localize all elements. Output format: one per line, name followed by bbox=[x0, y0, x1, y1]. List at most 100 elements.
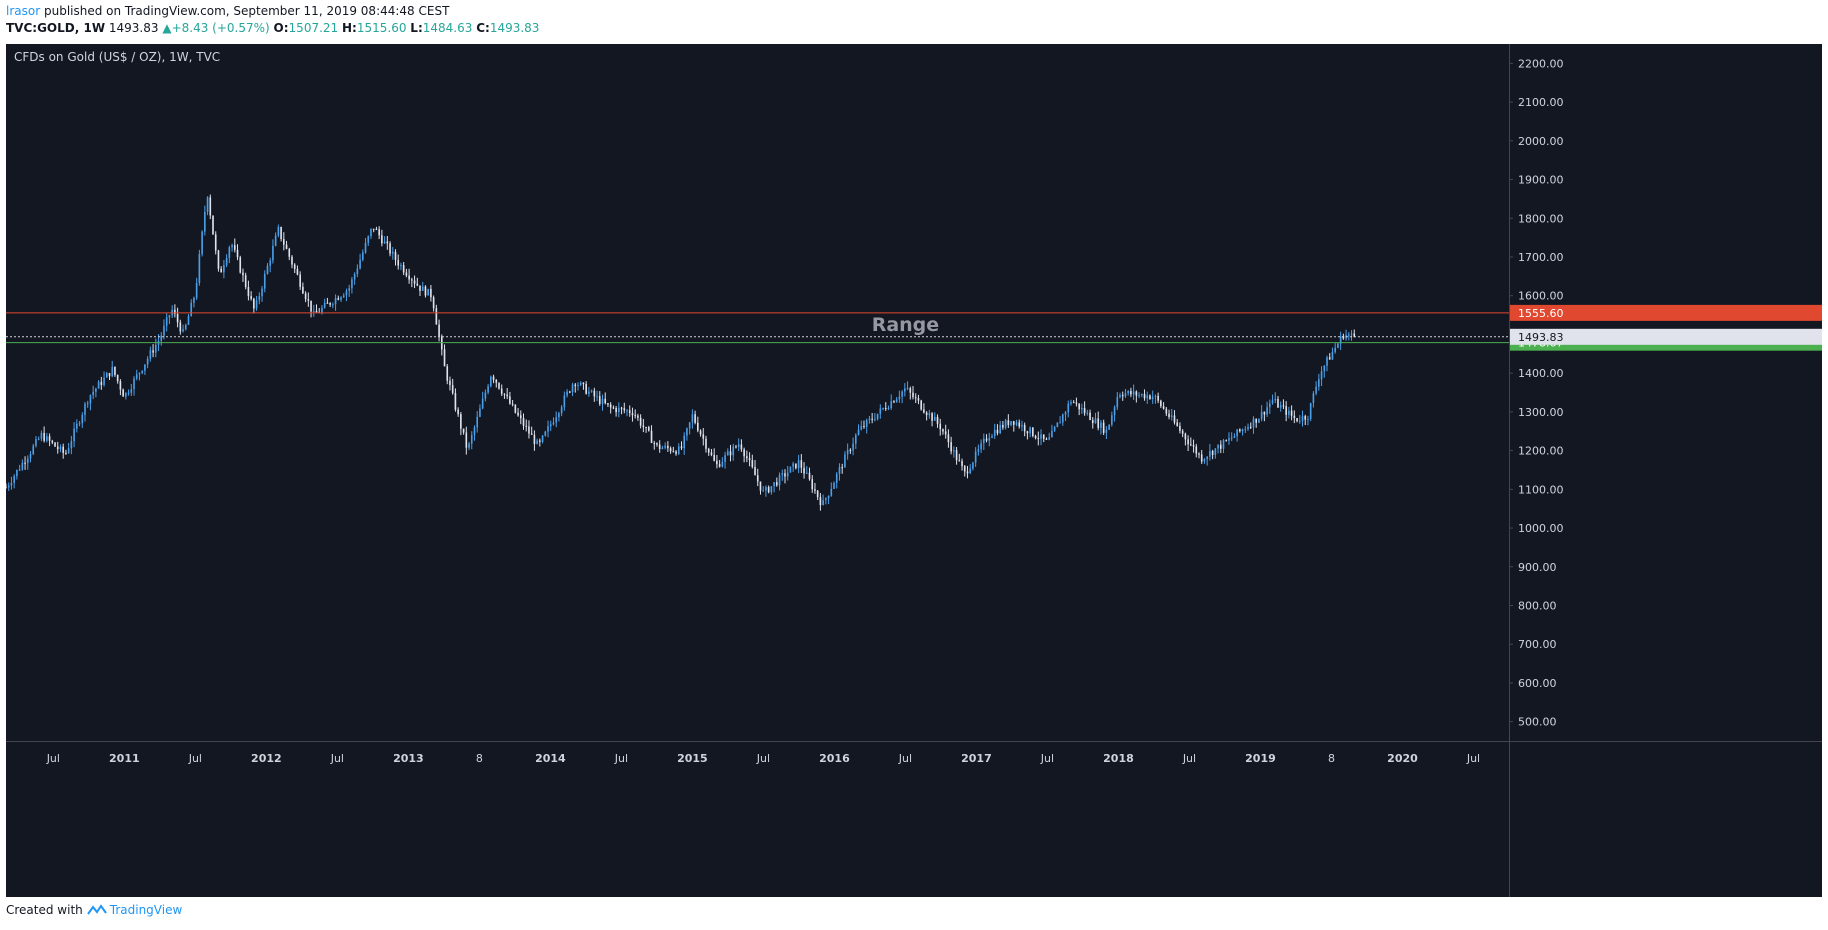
candle-body bbox=[13, 476, 15, 483]
candle-body bbox=[549, 424, 552, 427]
candle-body bbox=[1007, 420, 1010, 425]
candle-body bbox=[233, 245, 236, 250]
candle-body bbox=[116, 374, 119, 382]
candle-body bbox=[726, 451, 729, 456]
candle-body bbox=[901, 391, 903, 397]
time-tick-label: Jul bbox=[46, 752, 60, 765]
candle-body bbox=[1217, 444, 1219, 449]
candle-body bbox=[658, 444, 661, 449]
close-label: C: bbox=[476, 21, 490, 35]
candle-body bbox=[942, 429, 944, 432]
candle-body bbox=[514, 404, 517, 413]
candle-body bbox=[1091, 420, 1094, 424]
candle-body bbox=[125, 392, 127, 397]
candle-body bbox=[242, 272, 244, 276]
candle-body bbox=[1149, 395, 1151, 400]
change-value: +8.43 (+0.57%) bbox=[171, 21, 270, 35]
candle-body bbox=[353, 274, 356, 280]
candle-body bbox=[1206, 456, 1208, 460]
candle-body bbox=[827, 495, 830, 499]
candle-body bbox=[963, 466, 966, 472]
candle-body bbox=[1053, 427, 1056, 431]
candle-body bbox=[1056, 422, 1059, 428]
candle-body bbox=[732, 446, 735, 456]
candle-body bbox=[310, 300, 312, 312]
candle-body bbox=[1004, 420, 1007, 428]
candle-body bbox=[1037, 438, 1040, 440]
candle-body bbox=[1230, 437, 1233, 439]
price-tick-label: 1200.00 bbox=[1518, 445, 1564, 458]
candle-body bbox=[707, 448, 710, 453]
candle-body bbox=[571, 384, 574, 392]
candle-body bbox=[130, 389, 133, 393]
price-chart[interactable]: CFDs on Gold (US$ / OZ), 1W, TVC Range 2… bbox=[6, 44, 1822, 897]
candle-body bbox=[484, 392, 487, 399]
candle-body bbox=[718, 464, 721, 467]
candle-body bbox=[607, 403, 609, 405]
level-label-bg bbox=[1510, 304, 1822, 321]
candle-body bbox=[1258, 419, 1260, 423]
open-label: O: bbox=[273, 21, 289, 35]
candle-body bbox=[898, 396, 901, 400]
symbol-label: TVC:GOLD, 1W bbox=[6, 21, 106, 35]
candle-body bbox=[931, 413, 933, 421]
candle-body bbox=[816, 490, 819, 498]
level-label: 1555.60 bbox=[1518, 307, 1564, 320]
candle-body bbox=[988, 437, 991, 441]
candle-body bbox=[1255, 418, 1258, 423]
candle-body bbox=[1132, 391, 1135, 395]
candle-body bbox=[78, 423, 81, 425]
author-link[interactable]: lrasor bbox=[6, 4, 41, 18]
candle-body bbox=[307, 299, 310, 301]
candle-body bbox=[89, 395, 92, 404]
candle-body bbox=[702, 434, 705, 439]
candle-body bbox=[1140, 394, 1143, 396]
candle-body bbox=[367, 236, 370, 243]
price-tick-label: 600.00 bbox=[1518, 677, 1557, 690]
time-axis[interactable]: Jul 2011 Jul 2012 Jul 2013 8 2014 Jul 2015 Jul 2016… bbox=[6, 741, 1822, 766]
candle-body bbox=[400, 265, 402, 267]
candle-body bbox=[925, 412, 928, 416]
candle-body bbox=[544, 431, 547, 436]
candle-body bbox=[296, 268, 299, 275]
candle-body bbox=[449, 380, 451, 386]
candle-body bbox=[160, 335, 163, 341]
candle-body bbox=[623, 408, 626, 411]
candle-body bbox=[650, 430, 653, 443]
candle-body bbox=[1034, 435, 1037, 439]
time-tick-label: 2011 bbox=[109, 752, 140, 765]
candle-body bbox=[348, 288, 351, 291]
time-tick-label: 2019 bbox=[1245, 752, 1276, 765]
candle-body bbox=[966, 471, 969, 474]
horizontal-levels bbox=[6, 312, 1509, 344]
candle-body bbox=[1040, 434, 1042, 439]
candle-body bbox=[65, 452, 67, 454]
tradingview-brand[interactable]: TradingView bbox=[86, 903, 182, 917]
candle-body bbox=[895, 399, 898, 403]
candle-body bbox=[686, 428, 688, 436]
candle-body bbox=[601, 398, 604, 404]
candle-body bbox=[936, 416, 939, 424]
candle-body bbox=[451, 385, 454, 394]
candle-body bbox=[460, 414, 462, 429]
candle-body bbox=[204, 211, 206, 232]
candle-body bbox=[1285, 406, 1287, 415]
candle-body bbox=[884, 408, 887, 410]
candle-body bbox=[797, 460, 800, 469]
chart-panel[interactable]: CFDs on Gold (US$ / OZ), 1W, TVC Range 2… bbox=[6, 44, 1822, 897]
candle-body bbox=[446, 366, 449, 381]
candle-body bbox=[492, 376, 495, 380]
candle-body bbox=[735, 446, 737, 448]
candle-body bbox=[48, 436, 51, 441]
candle-body bbox=[1219, 444, 1222, 449]
candle-body bbox=[1228, 438, 1230, 441]
candle-body bbox=[1113, 407, 1116, 416]
candle-body bbox=[272, 245, 274, 261]
price-axis[interactable]: 2200.00 2100.00 2000.00 1900.00 1800.00 1700.… bbox=[1509, 44, 1822, 897]
candle-body bbox=[767, 487, 770, 493]
candle-body bbox=[1135, 391, 1138, 396]
candle-body bbox=[217, 250, 220, 269]
candle-body bbox=[958, 460, 961, 462]
candle-body bbox=[179, 322, 182, 332]
candle-body bbox=[1282, 405, 1285, 407]
